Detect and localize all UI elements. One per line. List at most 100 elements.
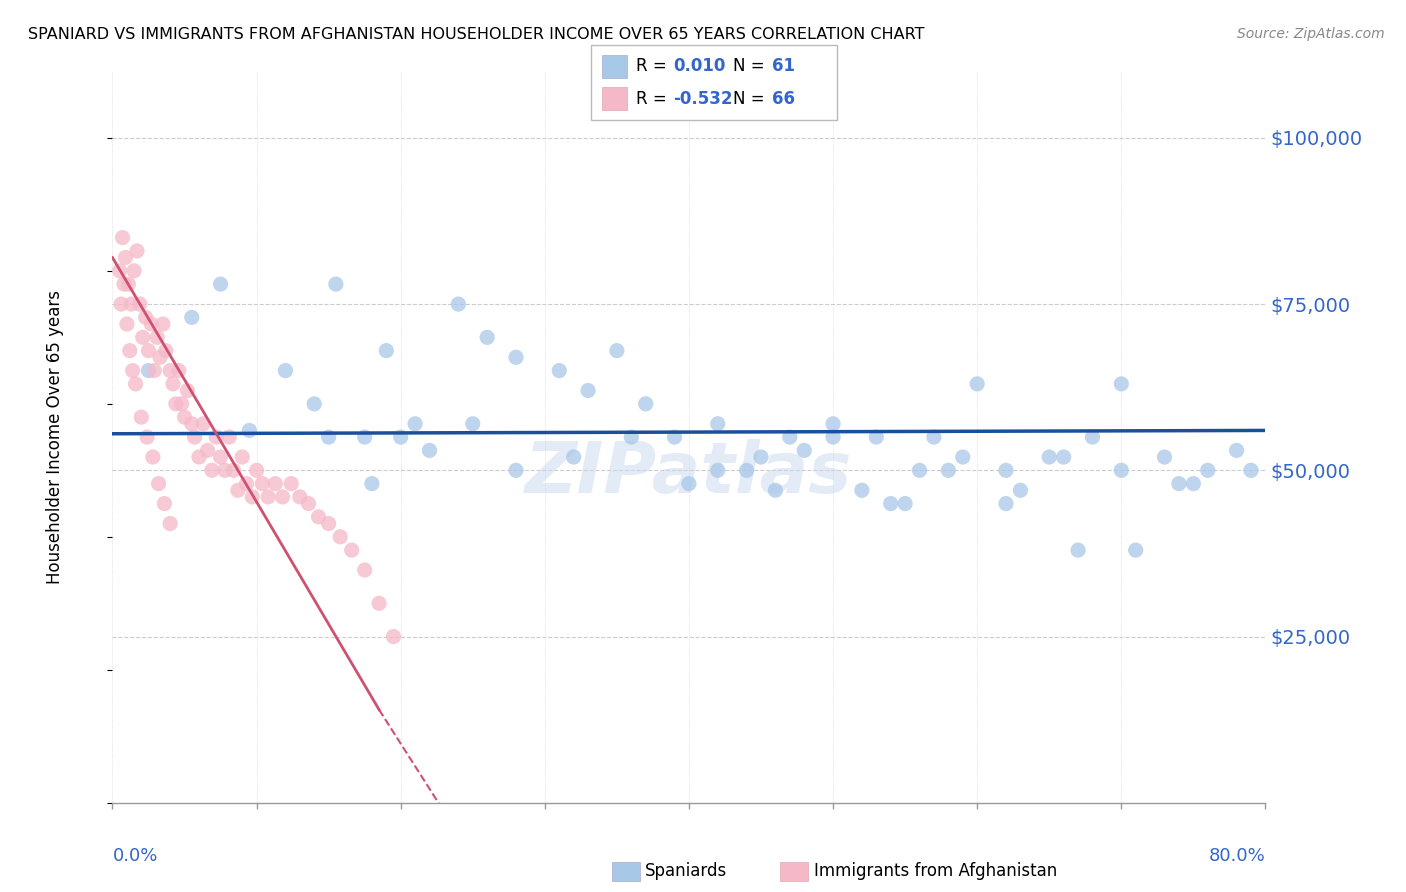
Text: 80.0%: 80.0% — [1209, 847, 1265, 864]
Point — [678, 476, 700, 491]
Point — [170, 397, 193, 411]
Point — [880, 497, 903, 511]
Point — [197, 443, 219, 458]
Point — [353, 563, 375, 577]
Point — [143, 363, 166, 377]
Point — [162, 376, 184, 391]
Point — [138, 343, 160, 358]
Point — [1197, 463, 1219, 477]
Point — [865, 430, 887, 444]
Point — [995, 497, 1018, 511]
Text: R =: R = — [636, 89, 672, 108]
Point — [142, 450, 165, 464]
Point — [329, 530, 352, 544]
Point — [325, 277, 347, 292]
Point — [620, 430, 643, 444]
Point — [125, 244, 148, 258]
Point — [576, 384, 599, 398]
Point — [149, 351, 172, 365]
Point — [124, 376, 146, 391]
Point — [193, 417, 215, 431]
Text: 61: 61 — [772, 57, 794, 76]
Point — [360, 476, 382, 491]
Point — [252, 476, 274, 491]
Point — [214, 463, 236, 477]
Point — [995, 463, 1018, 477]
Point — [138, 363, 160, 377]
Point — [382, 630, 405, 644]
Point — [375, 343, 398, 358]
Point — [264, 476, 287, 491]
Text: N =: N = — [733, 89, 769, 108]
Point — [235, 476, 257, 491]
Point — [562, 450, 585, 464]
Point — [1111, 376, 1133, 391]
Point — [505, 463, 527, 477]
Point — [280, 476, 302, 491]
Point — [240, 490, 263, 504]
Point — [851, 483, 873, 498]
Text: R =: R = — [636, 57, 676, 76]
Point — [152, 317, 174, 331]
Point — [304, 397, 326, 411]
Point — [288, 490, 311, 504]
Point — [1182, 476, 1205, 491]
Point — [111, 230, 134, 244]
Point — [318, 430, 340, 444]
Point — [821, 430, 844, 444]
Point — [735, 463, 758, 477]
Point — [238, 424, 260, 438]
Text: Spaniards: Spaniards — [645, 863, 727, 880]
Point — [952, 450, 974, 464]
Point — [165, 397, 187, 411]
Point — [205, 430, 228, 444]
Point — [404, 417, 426, 431]
Point — [112, 277, 135, 292]
Point — [1067, 543, 1090, 558]
Point — [159, 363, 181, 377]
Point — [966, 376, 988, 391]
Point — [117, 277, 139, 292]
Point — [707, 417, 730, 431]
Point — [180, 310, 202, 325]
Point — [188, 450, 211, 464]
Point — [318, 516, 340, 531]
Point — [765, 483, 787, 498]
Point — [1125, 543, 1147, 558]
Point — [1111, 463, 1133, 477]
Point — [1153, 450, 1175, 464]
Point — [475, 330, 499, 344]
Point — [108, 264, 131, 278]
Point — [749, 450, 772, 464]
Point — [222, 463, 245, 477]
Point — [180, 417, 202, 431]
Point — [1053, 450, 1076, 464]
Point — [201, 463, 224, 477]
Text: Householder Income Over 65 years: Householder Income Over 65 years — [46, 290, 63, 584]
Text: -0.532: -0.532 — [673, 89, 733, 108]
Point — [120, 297, 142, 311]
Point — [132, 330, 155, 344]
Point — [1240, 463, 1263, 477]
Point — [226, 483, 249, 498]
Point — [368, 596, 391, 610]
Point — [936, 463, 959, 477]
Point — [257, 490, 280, 504]
Point — [183, 430, 205, 444]
Point — [779, 430, 801, 444]
Point — [922, 430, 945, 444]
Point — [231, 450, 253, 464]
Point — [340, 543, 363, 558]
Point — [121, 363, 143, 377]
Point — [173, 410, 195, 425]
Point — [128, 297, 150, 311]
Point — [894, 497, 917, 511]
Point — [1010, 483, 1032, 498]
Point — [218, 430, 240, 444]
Point — [1081, 430, 1104, 444]
Point — [155, 343, 177, 358]
Point — [908, 463, 931, 477]
Text: 0.010: 0.010 — [673, 57, 725, 76]
Point — [118, 343, 141, 358]
Point — [136, 430, 159, 444]
